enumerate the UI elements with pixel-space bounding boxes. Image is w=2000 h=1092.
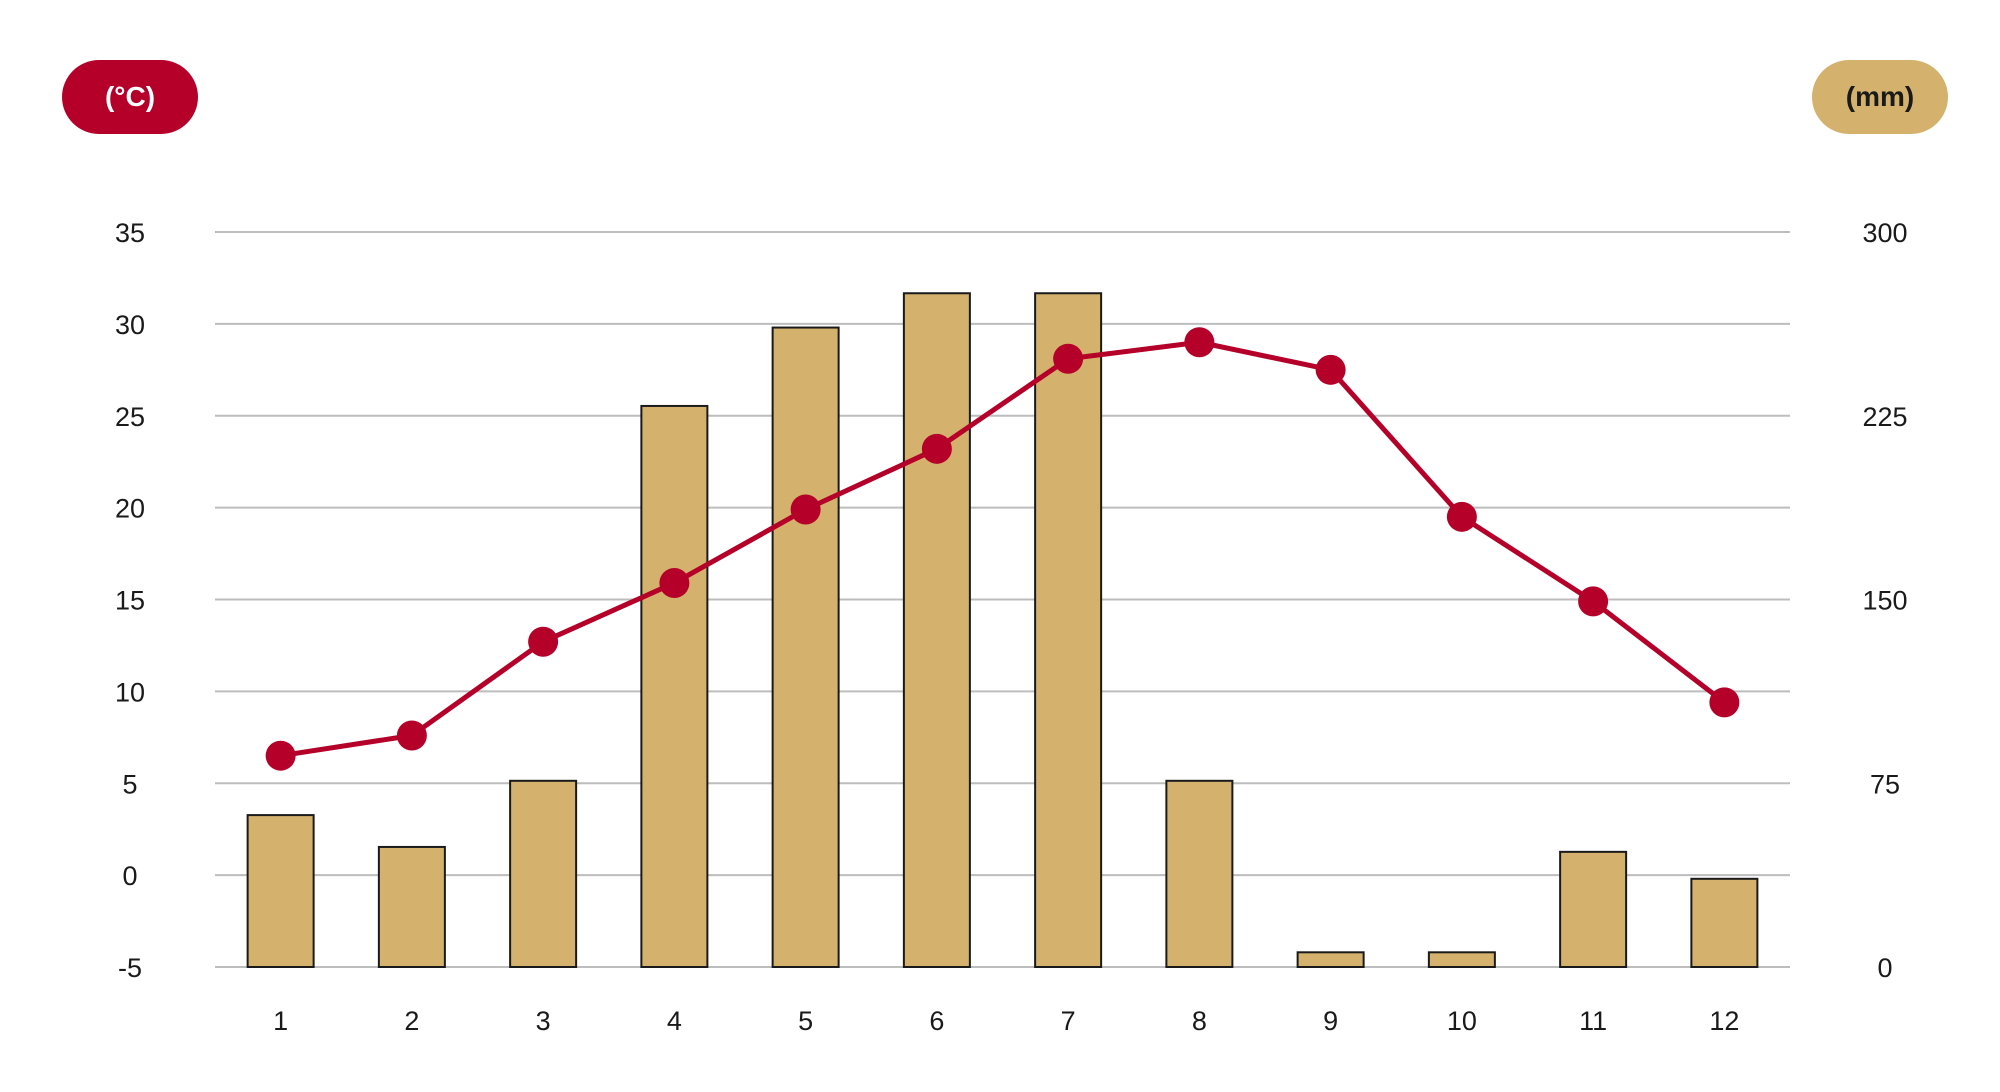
x-tick-label: 3 xyxy=(536,1006,551,1036)
left-tick-label: 10 xyxy=(115,677,145,707)
x-tick-label: 11 xyxy=(1579,1006,1607,1036)
x-tick-label: 1 xyxy=(273,1006,288,1036)
x-tick-label: 12 xyxy=(1709,1006,1739,1036)
temperature-point xyxy=(1709,687,1740,718)
right-tick-label: 300 xyxy=(1862,218,1907,248)
temperature-point xyxy=(921,433,952,464)
left-tick-label: -5 xyxy=(118,953,142,983)
precipitation-bar xyxy=(1427,951,1496,968)
temperature-point xyxy=(265,740,296,771)
temperature-point xyxy=(790,494,821,525)
left-axis-ticks: 35 30 25 20 15 10 5 0 -5 xyxy=(115,218,145,983)
temperature-point xyxy=(396,720,427,751)
precipitation-bar xyxy=(1559,850,1628,968)
right-axis-unit-badge: (mm) xyxy=(1812,60,1948,134)
temperature-point xyxy=(1053,343,1084,374)
left-tick-label: 0 xyxy=(122,861,137,891)
temperature-line xyxy=(265,327,1740,771)
left-tick-label: 35 xyxy=(115,218,145,248)
precipitation-bar xyxy=(640,404,709,968)
x-tick-label: 8 xyxy=(1192,1006,1207,1036)
right-tick-label: 150 xyxy=(1862,586,1907,616)
x-tick-label: 9 xyxy=(1323,1006,1338,1036)
x-tick-label: 2 xyxy=(404,1006,419,1036)
precipitation-bar xyxy=(1296,951,1365,968)
left-tick-label: 20 xyxy=(115,494,145,524)
precipitation-bar xyxy=(1034,292,1103,968)
x-tick-label: 7 xyxy=(1061,1006,1076,1036)
precipitation-bar xyxy=(771,326,840,968)
temperature-point xyxy=(1315,354,1346,385)
temperature-line-path xyxy=(280,339,1726,759)
temperature-point xyxy=(1184,327,1215,358)
right-tick-label: 0 xyxy=(1877,953,1892,983)
precipitation-bar xyxy=(246,814,315,968)
temperature-point xyxy=(1578,586,1609,617)
x-tick-label: 5 xyxy=(798,1006,813,1036)
left-tick-label: 5 xyxy=(122,769,137,799)
temperature-point xyxy=(528,626,559,657)
left-axis-unit-badge: (°C) xyxy=(62,60,198,134)
temperature-point xyxy=(659,567,690,598)
left-tick-label: 15 xyxy=(115,586,145,616)
precipitation-bar xyxy=(509,779,578,968)
precipitation-bar xyxy=(1165,779,1234,968)
precipitation-bar xyxy=(377,845,446,969)
temperature-point xyxy=(1446,501,1477,532)
gridlines xyxy=(215,231,1790,968)
precipitation-bars xyxy=(246,292,1759,969)
right-tick-label: 75 xyxy=(1870,769,1900,799)
x-tick-label: 10 xyxy=(1447,1006,1477,1036)
x-tick-label: 4 xyxy=(667,1006,682,1036)
right-tick-label: 225 xyxy=(1862,402,1907,432)
precipitation-bar xyxy=(1690,877,1759,968)
left-tick-label: 25 xyxy=(115,402,145,432)
precipitation-bar xyxy=(902,292,971,968)
right-axis-ticks: 300 225 150 75 0 xyxy=(1862,218,1907,983)
x-axis-ticks: 1 2 3 4 5 6 7 8 9 10 11 12 xyxy=(273,1006,1739,1036)
x-tick-label: 6 xyxy=(929,1006,944,1036)
left-tick-label: 30 xyxy=(115,310,145,340)
